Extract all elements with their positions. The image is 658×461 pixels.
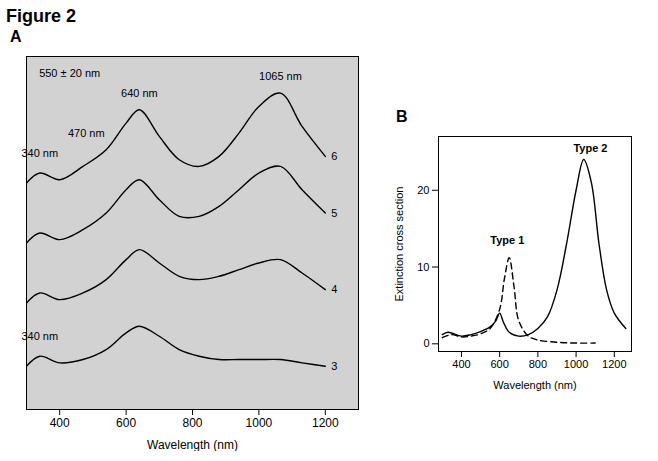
svg-text:800: 800 <box>182 416 202 430</box>
svg-text:1000: 1000 <box>246 416 273 430</box>
svg-text:6: 6 <box>331 150 337 162</box>
svg-text:Type 1: Type 1 <box>490 234 524 246</box>
svg-text:Wavelength (nm): Wavelength (nm) <box>147 438 238 452</box>
svg-text:600: 600 <box>116 416 136 430</box>
svg-text:0: 0 <box>423 337 429 349</box>
svg-text:Extinction cross section: Extinction cross section <box>393 187 405 302</box>
svg-text:5: 5 <box>331 207 337 219</box>
svg-text:Wavelength (nm): Wavelength (nm) <box>493 379 576 391</box>
html-text:A: A <box>10 28 22 45</box>
svg-text:Type 2: Type 2 <box>573 142 607 154</box>
svg-text:400: 400 <box>452 358 470 370</box>
svg-text:600: 600 <box>490 358 508 370</box>
svg-text:10: 10 <box>417 261 429 273</box>
svg-text:640 nm: 640 nm <box>121 87 158 99</box>
svg-text:400: 400 <box>50 416 70 430</box>
html-text:B: B <box>396 108 408 125</box>
svg-text:3: 3 <box>331 360 337 372</box>
svg-text:4: 4 <box>331 283 337 295</box>
svg-text:1000: 1000 <box>564 358 588 370</box>
svg-text:340 nm: 340 nm <box>21 329 59 342</box>
svg-text:550 ± 20 nm: 550 ± 20 nm <box>39 67 100 79</box>
svg-text:20: 20 <box>417 184 429 196</box>
svg-text:1065 nm: 1065 nm <box>259 70 302 82</box>
html-text:Figure 2: Figure 2 <box>6 6 76 26</box>
svg-text:1200: 1200 <box>312 416 339 430</box>
svg-text:340 nm: 340 nm <box>21 146 59 159</box>
svg-text:1200: 1200 <box>602 358 626 370</box>
svg-text:470 nm: 470 nm <box>68 127 105 139</box>
svg-text:800: 800 <box>529 358 547 370</box>
